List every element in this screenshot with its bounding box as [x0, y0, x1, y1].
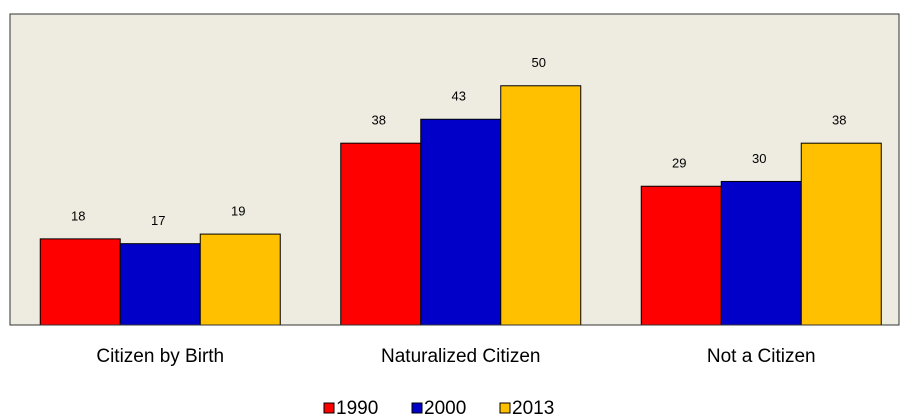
- legend-swatch: [411, 402, 423, 414]
- legend-label: 1990: [336, 398, 378, 418]
- bar: [640, 185, 722, 326]
- bar: [39, 238, 121, 326]
- legend-label: 2013: [512, 398, 554, 418]
- data-label: 30: [752, 151, 766, 166]
- data-label: 29: [672, 156, 686, 171]
- x-tick-label: Naturalized Citizen: [381, 346, 540, 367]
- legend-label: 2000: [424, 398, 466, 418]
- x-tick-label: Citizen by Birth: [96, 346, 224, 367]
- data-label: 38: [372, 113, 386, 128]
- data-label: 19: [231, 204, 245, 219]
- bar: [500, 85, 582, 326]
- data-label: 17: [151, 213, 165, 228]
- bar: [420, 118, 502, 326]
- bar: [340, 142, 422, 326]
- bar: [199, 233, 281, 326]
- legend-swatch: [323, 402, 335, 414]
- data-label: 18: [71, 208, 85, 223]
- bar: [800, 142, 882, 326]
- x-tick-label: Not a Citizen: [707, 346, 816, 367]
- data-label: 50: [532, 55, 546, 70]
- bar: [720, 180, 802, 326]
- data-label: 43: [452, 89, 466, 104]
- data-label: 38: [832, 113, 846, 128]
- legend-swatch: [499, 402, 511, 414]
- bar: [119, 243, 201, 326]
